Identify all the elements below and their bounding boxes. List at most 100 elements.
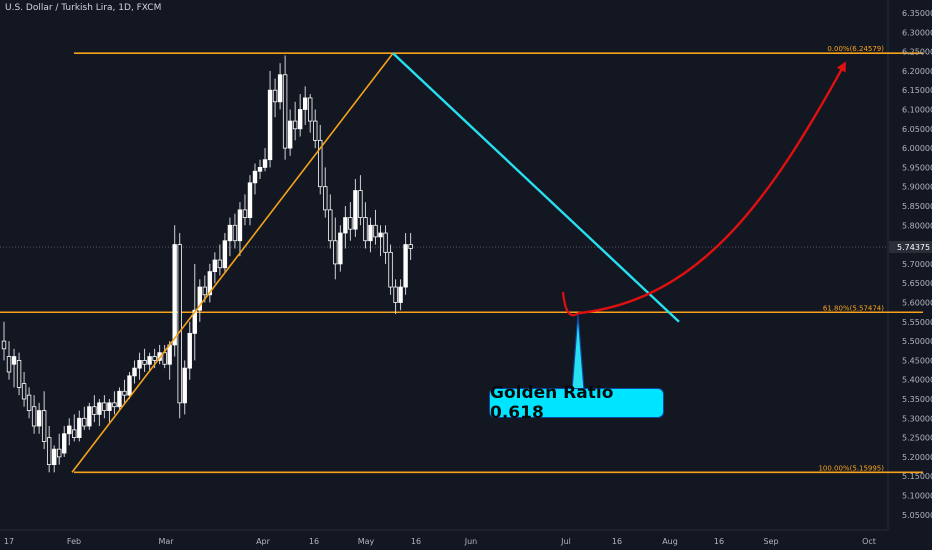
candle bbox=[87, 402, 92, 430]
candle-body bbox=[308, 97, 313, 122]
fib-level-label: 100.00%(5.15995) bbox=[818, 464, 884, 472]
candle-body bbox=[217, 259, 223, 269]
candle bbox=[132, 360, 137, 384]
candle-body bbox=[92, 406, 97, 415]
candle bbox=[403, 233, 408, 295]
candle-body bbox=[388, 251, 393, 288]
candle-body bbox=[52, 448, 57, 466]
candle-body bbox=[21, 383, 27, 400]
chart-title: U.S. Dollar / Turkish Lira, 1D, FXCM bbox=[5, 3, 162, 13]
candle-body bbox=[222, 240, 228, 269]
candle bbox=[26, 387, 32, 419]
candle bbox=[333, 217, 338, 280]
candle bbox=[46, 426, 52, 473]
candle-body bbox=[313, 120, 318, 141]
candle-body bbox=[323, 186, 328, 211]
candle bbox=[97, 399, 102, 427]
y-tick-label: 5.15000 bbox=[902, 472, 932, 481]
y-tick-label: 5.25000 bbox=[902, 434, 932, 443]
y-tick-label: 5.60000 bbox=[902, 299, 932, 308]
x-tick-label: Oct bbox=[862, 537, 876, 546]
candle bbox=[57, 433, 62, 465]
candle bbox=[77, 410, 82, 442]
candle-body bbox=[328, 209, 333, 242]
y-tick-label: 5.65000 bbox=[902, 279, 932, 288]
candle-body bbox=[102, 402, 107, 411]
candle bbox=[282, 55, 288, 160]
x-tick-label: Jun bbox=[464, 537, 478, 546]
candle bbox=[127, 371, 132, 399]
candle-body bbox=[363, 217, 368, 242]
candle bbox=[102, 395, 107, 419]
y-tick-label: 6.00000 bbox=[902, 144, 932, 153]
candle bbox=[222, 233, 228, 272]
candle bbox=[358, 175, 363, 226]
candle bbox=[72, 414, 77, 442]
candle bbox=[92, 395, 97, 423]
candle bbox=[237, 202, 243, 257]
candle bbox=[147, 352, 152, 372]
y-tick-label: 5.20000 bbox=[902, 453, 932, 462]
candle-body bbox=[338, 232, 343, 265]
drawings bbox=[71, 52, 847, 473]
candle bbox=[182, 360, 187, 415]
y-tick-label: 5.95000 bbox=[902, 163, 932, 172]
candle-body bbox=[142, 359, 147, 365]
candle-body bbox=[368, 224, 373, 242]
candle-body bbox=[172, 244, 177, 346]
x-tick-label: May bbox=[358, 537, 375, 546]
candle-body bbox=[282, 74, 288, 149]
candle-body bbox=[6, 356, 12, 373]
candle-body bbox=[57, 448, 62, 458]
candle-body bbox=[277, 74, 283, 103]
candle bbox=[162, 344, 167, 369]
y-tick-label: 5.85000 bbox=[902, 202, 932, 211]
candle-body bbox=[202, 286, 207, 296]
candle bbox=[257, 159, 263, 179]
candle-body bbox=[408, 244, 413, 249]
y-tick-label: 6.10000 bbox=[902, 106, 932, 115]
candle-body bbox=[87, 406, 92, 427]
candle bbox=[177, 233, 182, 419]
candle bbox=[172, 225, 177, 357]
time-axis[interactable]: 17 Feb Mar Apr 16 May 16 Jun Jul 16 Aug 16 Sep Oct bbox=[4, 537, 876, 546]
y-tick-label: 5.40000 bbox=[902, 376, 932, 385]
candle-body bbox=[207, 271, 213, 296]
fib-level-label: 61.80%(5.57474) bbox=[823, 304, 884, 312]
candle-body bbox=[398, 286, 403, 303]
projection-curve-left bbox=[561, 291, 579, 317]
candle bbox=[373, 209, 378, 245]
candle bbox=[287, 109, 293, 156]
y-tick-label: 6.20000 bbox=[902, 67, 932, 76]
candle bbox=[262, 148, 268, 172]
candle-body bbox=[132, 367, 137, 377]
y-tick-label: 5.70000 bbox=[902, 260, 932, 269]
candle-body bbox=[147, 356, 152, 365]
y-tick-label: 5.55000 bbox=[902, 318, 932, 327]
candle-body bbox=[292, 120, 298, 130]
candle bbox=[343, 206, 348, 249]
candle-body bbox=[287, 120, 293, 149]
price-axis[interactable]: 6.35000 6.30000 6.25000 6.20000 6.15000 6.100… bbox=[889, 9, 932, 520]
candle bbox=[383, 225, 388, 264]
candle-body bbox=[41, 410, 47, 442]
candle bbox=[31, 395, 37, 434]
candle-body bbox=[212, 259, 218, 273]
candle-body bbox=[36, 410, 42, 427]
candle bbox=[41, 391, 47, 450]
candle bbox=[107, 399, 112, 423]
candle bbox=[363, 202, 368, 249]
candle bbox=[398, 279, 403, 311]
y-tick-label: 5.80000 bbox=[902, 221, 932, 230]
candle bbox=[247, 175, 253, 226]
candle-body bbox=[197, 286, 202, 311]
candle bbox=[348, 202, 353, 241]
candle-body bbox=[343, 217, 348, 234]
candle-body bbox=[383, 232, 388, 253]
x-tick-label: Mar bbox=[158, 537, 174, 546]
candle-body bbox=[177, 244, 182, 404]
fib-trend-line bbox=[71, 52, 394, 473]
y-tick-label: 5.35000 bbox=[902, 395, 932, 404]
candle-body bbox=[16, 359, 22, 388]
